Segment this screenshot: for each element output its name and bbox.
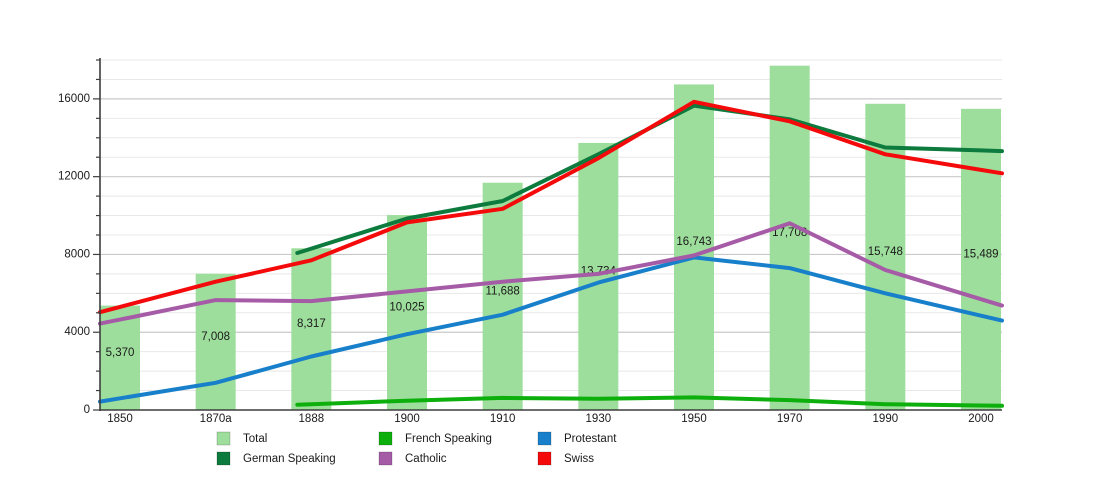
legend-item: Catholic	[378, 451, 447, 466]
bar-value-label: 11,688	[486, 285, 520, 297]
legend-item: Protestant	[537, 431, 617, 446]
x-tick-label: 1910	[490, 413, 516, 425]
x-tick-label: 2000	[968, 413, 994, 425]
x-tick-label: 1870a	[200, 413, 233, 425]
x-tick-label: 1900	[394, 413, 420, 425]
axes: 0 4000 8000 12000 16000 1850 1870a 1888 1900 1910…	[58, 58, 1002, 425]
legend-item: Swiss	[537, 451, 594, 466]
bar	[482, 182, 523, 410]
bar-value-label: 5,370	[106, 347, 135, 359]
legend-item: Total	[216, 431, 267, 446]
x-tick-label: 1888	[299, 413, 325, 425]
bar	[674, 84, 714, 411]
legend-swatch	[537, 451, 552, 466]
x-tick-label: 1970	[777, 413, 803, 425]
legend-swatch	[216, 431, 231, 446]
legend-swatch	[537, 431, 552, 446]
bar-value-label: 7,008	[201, 331, 230, 343]
bar-value-label: 15,489	[963, 248, 998, 260]
x-tick-label: 1850	[107, 413, 133, 425]
legend-label: French Speaking	[405, 433, 492, 445]
legend-swatch	[378, 431, 393, 446]
legend-swatch	[216, 451, 231, 466]
bar	[387, 215, 427, 410]
series-line-swiss	[98, 99, 1004, 315]
series-lines	[98, 99, 1004, 408]
series-line-french-speaking	[295, 395, 1004, 408]
bar-value-label: 17,708	[772, 227, 807, 239]
legend-item: German Speaking	[216, 451, 336, 466]
bar-value-label: 15,748	[868, 246, 903, 258]
bar	[961, 108, 1001, 410]
y-tick-label: 4000	[64, 326, 90, 338]
x-tick-label: 1990	[873, 413, 899, 425]
bar-value-label: 16,743	[676, 236, 711, 248]
y-tick-label: 12000	[58, 171, 90, 183]
legend-swatch	[378, 451, 393, 466]
legend-label: Total	[243, 433, 267, 445]
legend-label: Catholic	[405, 453, 447, 465]
y-tick-label: 16000	[58, 93, 90, 105]
y-tick-label: 8000	[64, 248, 90, 260]
legend-item: French Speaking	[378, 431, 492, 446]
x-tick-label: 1930	[586, 413, 612, 425]
series-line-protestant	[98, 255, 1004, 404]
bar-value-label: 8,317	[297, 318, 326, 330]
bar	[291, 248, 332, 410]
x-tick-label: 1950	[681, 413, 707, 425]
legend-label: Protestant	[564, 433, 617, 445]
bars-group	[100, 65, 1001, 411]
legend: Total German Speaking French Speaking Catho…	[216, 431, 617, 466]
y-tick-label: 0	[84, 404, 90, 416]
legend-label: Swiss	[564, 453, 594, 465]
bar-labels: 5,3707,0088,31710,02511,68813,73416,7431…	[106, 227, 999, 359]
series-line-catholic	[98, 221, 1004, 326]
bar	[195, 273, 236, 410]
bar-value-label: 10,025	[389, 302, 424, 314]
legend-label: German Speaking	[243, 453, 336, 465]
